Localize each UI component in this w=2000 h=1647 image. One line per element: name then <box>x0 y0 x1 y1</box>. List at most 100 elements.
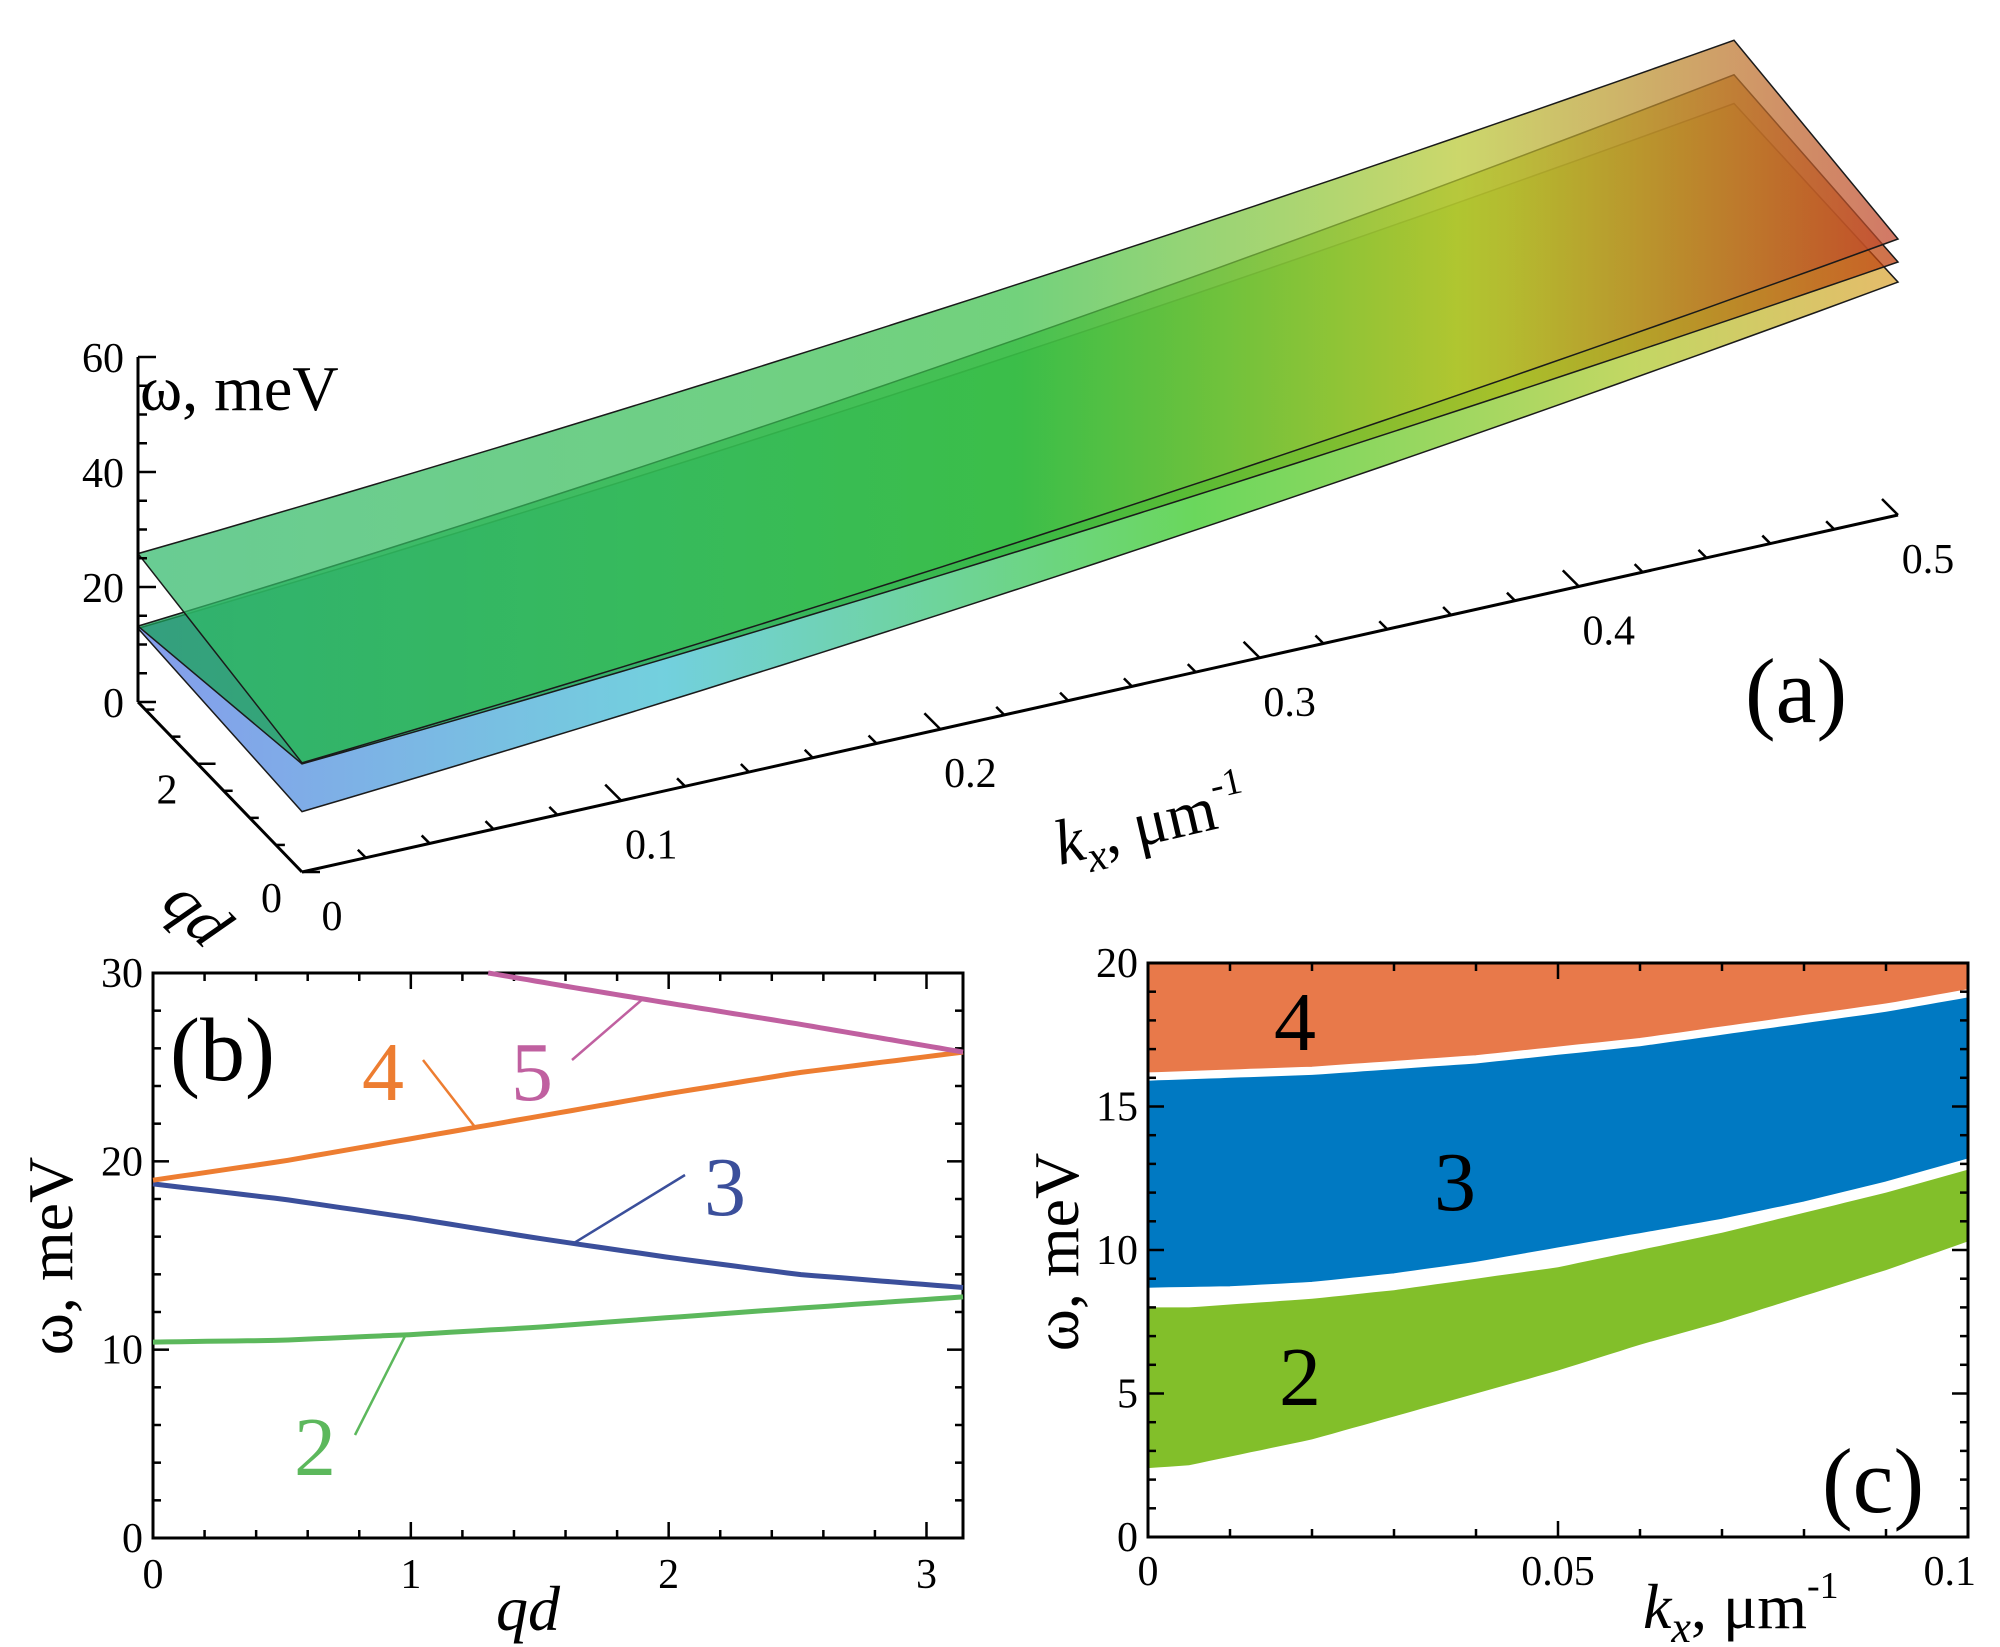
x-axis-title-c-main: k <box>1643 1571 1673 1642</box>
qd-tick-label-a: 0 <box>261 876 282 922</box>
kx-major-tick-a <box>1561 569 1580 588</box>
y-tick-label-c: 10 <box>1096 1228 1138 1274</box>
x-tick-label-c: 0.1 <box>1924 1549 1977 1595</box>
band-gap-3 <box>1147 1158 1969 1293</box>
kx-tick-label-a: 0.4 <box>1583 608 1636 654</box>
kx-minor-tick-a <box>1186 663 1197 673</box>
band-3 <box>1148 997 1968 1291</box>
leader-line-2 <box>353 1334 407 1436</box>
panel-label-a: (a) <box>1745 640 1847 742</box>
band-2 <box>1148 1169 1968 1469</box>
kx-minor-tick-a <box>484 820 495 831</box>
y-axis-title-a: qd <box>150 865 246 961</box>
panel-c: 0 0.05 0.1 0 5 10 15 20 2 3 4 (c) ω, meV kx, μm-1 <box>1021 941 1976 1647</box>
kx-minor-tick-a <box>1442 606 1453 616</box>
x-axis-title-c-sub: x <box>1670 1603 1691 1647</box>
band-4 <box>1148 963 1968 1075</box>
kx-minor-tick-a <box>1697 548 1708 559</box>
kx-minor-tick-a <box>1633 563 1644 574</box>
x-axis-title-a: kx, μm-1 <box>1046 760 1256 889</box>
series-line-4 <box>152 1049 964 1183</box>
x-tick-label-c: 0 <box>1138 1549 1159 1595</box>
kx-major-tick-a <box>1881 498 1899 516</box>
series-label-2: 2 <box>294 1401 336 1494</box>
kx-minor-tick-a <box>1059 691 1069 702</box>
y-tick-label-b: 10 <box>101 1328 143 1374</box>
kx-minor-tick-a <box>1761 534 1772 545</box>
band-label-3: 3 <box>1434 1136 1476 1229</box>
kx-major-tick-a <box>604 783 623 802</box>
x-axis-title-c-exp: -1 <box>1807 1565 1839 1607</box>
x-axis-title-c-unit: , μm <box>1691 1571 1807 1642</box>
kx-tick-label-a: 0.1 <box>625 823 678 869</box>
kx-major-tick-a <box>1242 640 1261 659</box>
leader-line-3 <box>572 1173 686 1245</box>
kx-minor-tick-a <box>1378 620 1389 631</box>
y-tick-label-b: 20 <box>101 1139 143 1185</box>
panel-label-b: (b) <box>170 1001 275 1100</box>
y-axis-title-c: ω, meV <box>1021 1153 1092 1352</box>
svg-text:kx, μm-1: kx, μm-1 <box>1643 1565 1839 1647</box>
y-tick-label-c: 0 <box>1117 1515 1138 1561</box>
y-tick-label-c: 5 <box>1117 1372 1138 1418</box>
series-labels-c: 2 3 4 <box>1274 976 1476 1424</box>
kx-axis-a <box>301 513 1899 874</box>
kx-tick-label-a: 0 <box>322 894 343 940</box>
leader-line-5 <box>571 997 644 1061</box>
plot-frame-b <box>151 971 965 1540</box>
series-line-3 <box>152 1181 964 1290</box>
kx-minor-tick-a <box>1825 520 1836 531</box>
x-axis-title-c: kx, μm-1 <box>1643 1565 1839 1647</box>
omega-tick-label-a: 20 <box>82 566 124 612</box>
kx-minor-tick-a <box>1314 634 1325 645</box>
series-labels-b: 2 3 4 5 <box>294 997 746 1494</box>
kx-minor-tick-a <box>803 748 814 759</box>
x-tick-label-b: 3 <box>916 1552 937 1598</box>
omega-tick-label-a: 60 <box>82 336 124 382</box>
qd-tick-label-a: 2 <box>157 768 178 814</box>
omega-tick-label-a: 40 <box>82 451 124 497</box>
lines-b <box>152 970 964 1345</box>
kx-minor-tick-a <box>1506 591 1516 602</box>
x-tick-label-c: 0.05 <box>1521 1549 1595 1595</box>
svg-text:kx, μm-1: kx, μm-1 <box>1046 760 1256 889</box>
surface-4 <box>136 39 1900 764</box>
series-line-5 <box>487 970 964 1055</box>
series-label-4: 4 <box>362 1026 404 1119</box>
kx-major-tick-a <box>923 712 942 731</box>
panel-label-c: (c) <box>1822 1430 1924 1532</box>
ticks-c: 0 0.05 0.1 0 5 10 15 20 <box>1096 941 1976 1595</box>
x-axis-title-b: qd <box>496 1573 561 1644</box>
series-line-2 <box>152 1294 964 1345</box>
z-axis-title-a: ω, meV <box>140 353 339 424</box>
kx-minor-tick-a <box>676 777 686 788</box>
qd-axis-a <box>136 700 304 874</box>
y-tick-label-b: 0 <box>122 1516 143 1562</box>
y-tick-label-b: 30 <box>101 951 143 997</box>
band-label-4: 4 <box>1274 976 1316 1069</box>
kx-minor-tick-a <box>867 734 878 745</box>
areas-c <box>1147 963 1969 1469</box>
kx-minor-tick-a <box>995 706 1006 716</box>
y-tick-label-c: 20 <box>1096 941 1138 987</box>
kx-tick-label-a: 0.3 <box>1263 680 1316 726</box>
kx-minor-tick-a <box>739 763 750 773</box>
series-label-3: 3 <box>704 1141 746 1234</box>
series-label-5: 5 <box>511 1026 553 1119</box>
x-axis-title-a-unit: , μm <box>1094 773 1223 868</box>
x-tick-label-b: 1 <box>400 1552 421 1598</box>
surfaces-a <box>136 39 1900 813</box>
x-tick-label-b: 0 <box>143 1552 164 1598</box>
omega-tick-label-a: 0 <box>103 681 124 727</box>
kx-minor-tick-a <box>1123 677 1133 688</box>
leader-line-4 <box>422 1059 477 1129</box>
band-gap-4 <box>1147 989 1969 1078</box>
kx-minor-tick-a <box>420 834 431 845</box>
kx-tick-label-a: 0.2 <box>944 751 997 797</box>
y-axis-title-b: ω, meV <box>15 1157 86 1356</box>
kx-minor-tick-a <box>356 848 367 859</box>
